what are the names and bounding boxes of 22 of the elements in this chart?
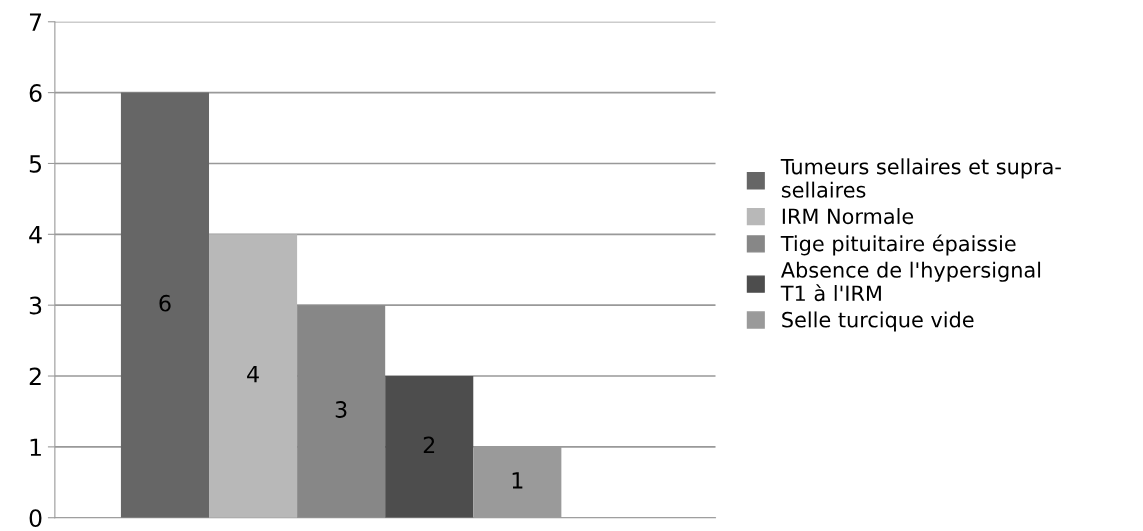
y-tick-label: 3 (29, 296, 42, 315)
legend-label: IRM Normale (782, 208, 914, 225)
legend-label: Selle turcique vide (782, 311, 974, 332)
y-tick-label: 1 (30, 438, 41, 456)
data-label: 6 (159, 294, 171, 312)
bar (209, 234, 298, 518)
data-label: 1 (512, 472, 523, 489)
bar (385, 376, 474, 518)
data-label: 2 (423, 436, 435, 454)
bar (120, 92, 210, 518)
legend-label: Absence de l'hypersignal T1 à l'IRM (780, 261, 1041, 302)
data-label: 3 (335, 401, 347, 418)
legend-label: Tumeurs sellaires et supra- sellaires (780, 158, 1061, 198)
y-tick-label: 0 (29, 509, 42, 528)
y-tick-label: 5 (29, 155, 41, 173)
y-tick-label: 7 (29, 13, 42, 31)
bar (297, 305, 386, 518)
y-tick-label: 4 (29, 226, 42, 244)
y-tick-label: 6 (29, 84, 42, 102)
data-label: 4 (247, 365, 259, 383)
y-tick-label: 2 (29, 367, 41, 385)
legend-label: Tige pituitaire épaissie (780, 234, 1016, 256)
